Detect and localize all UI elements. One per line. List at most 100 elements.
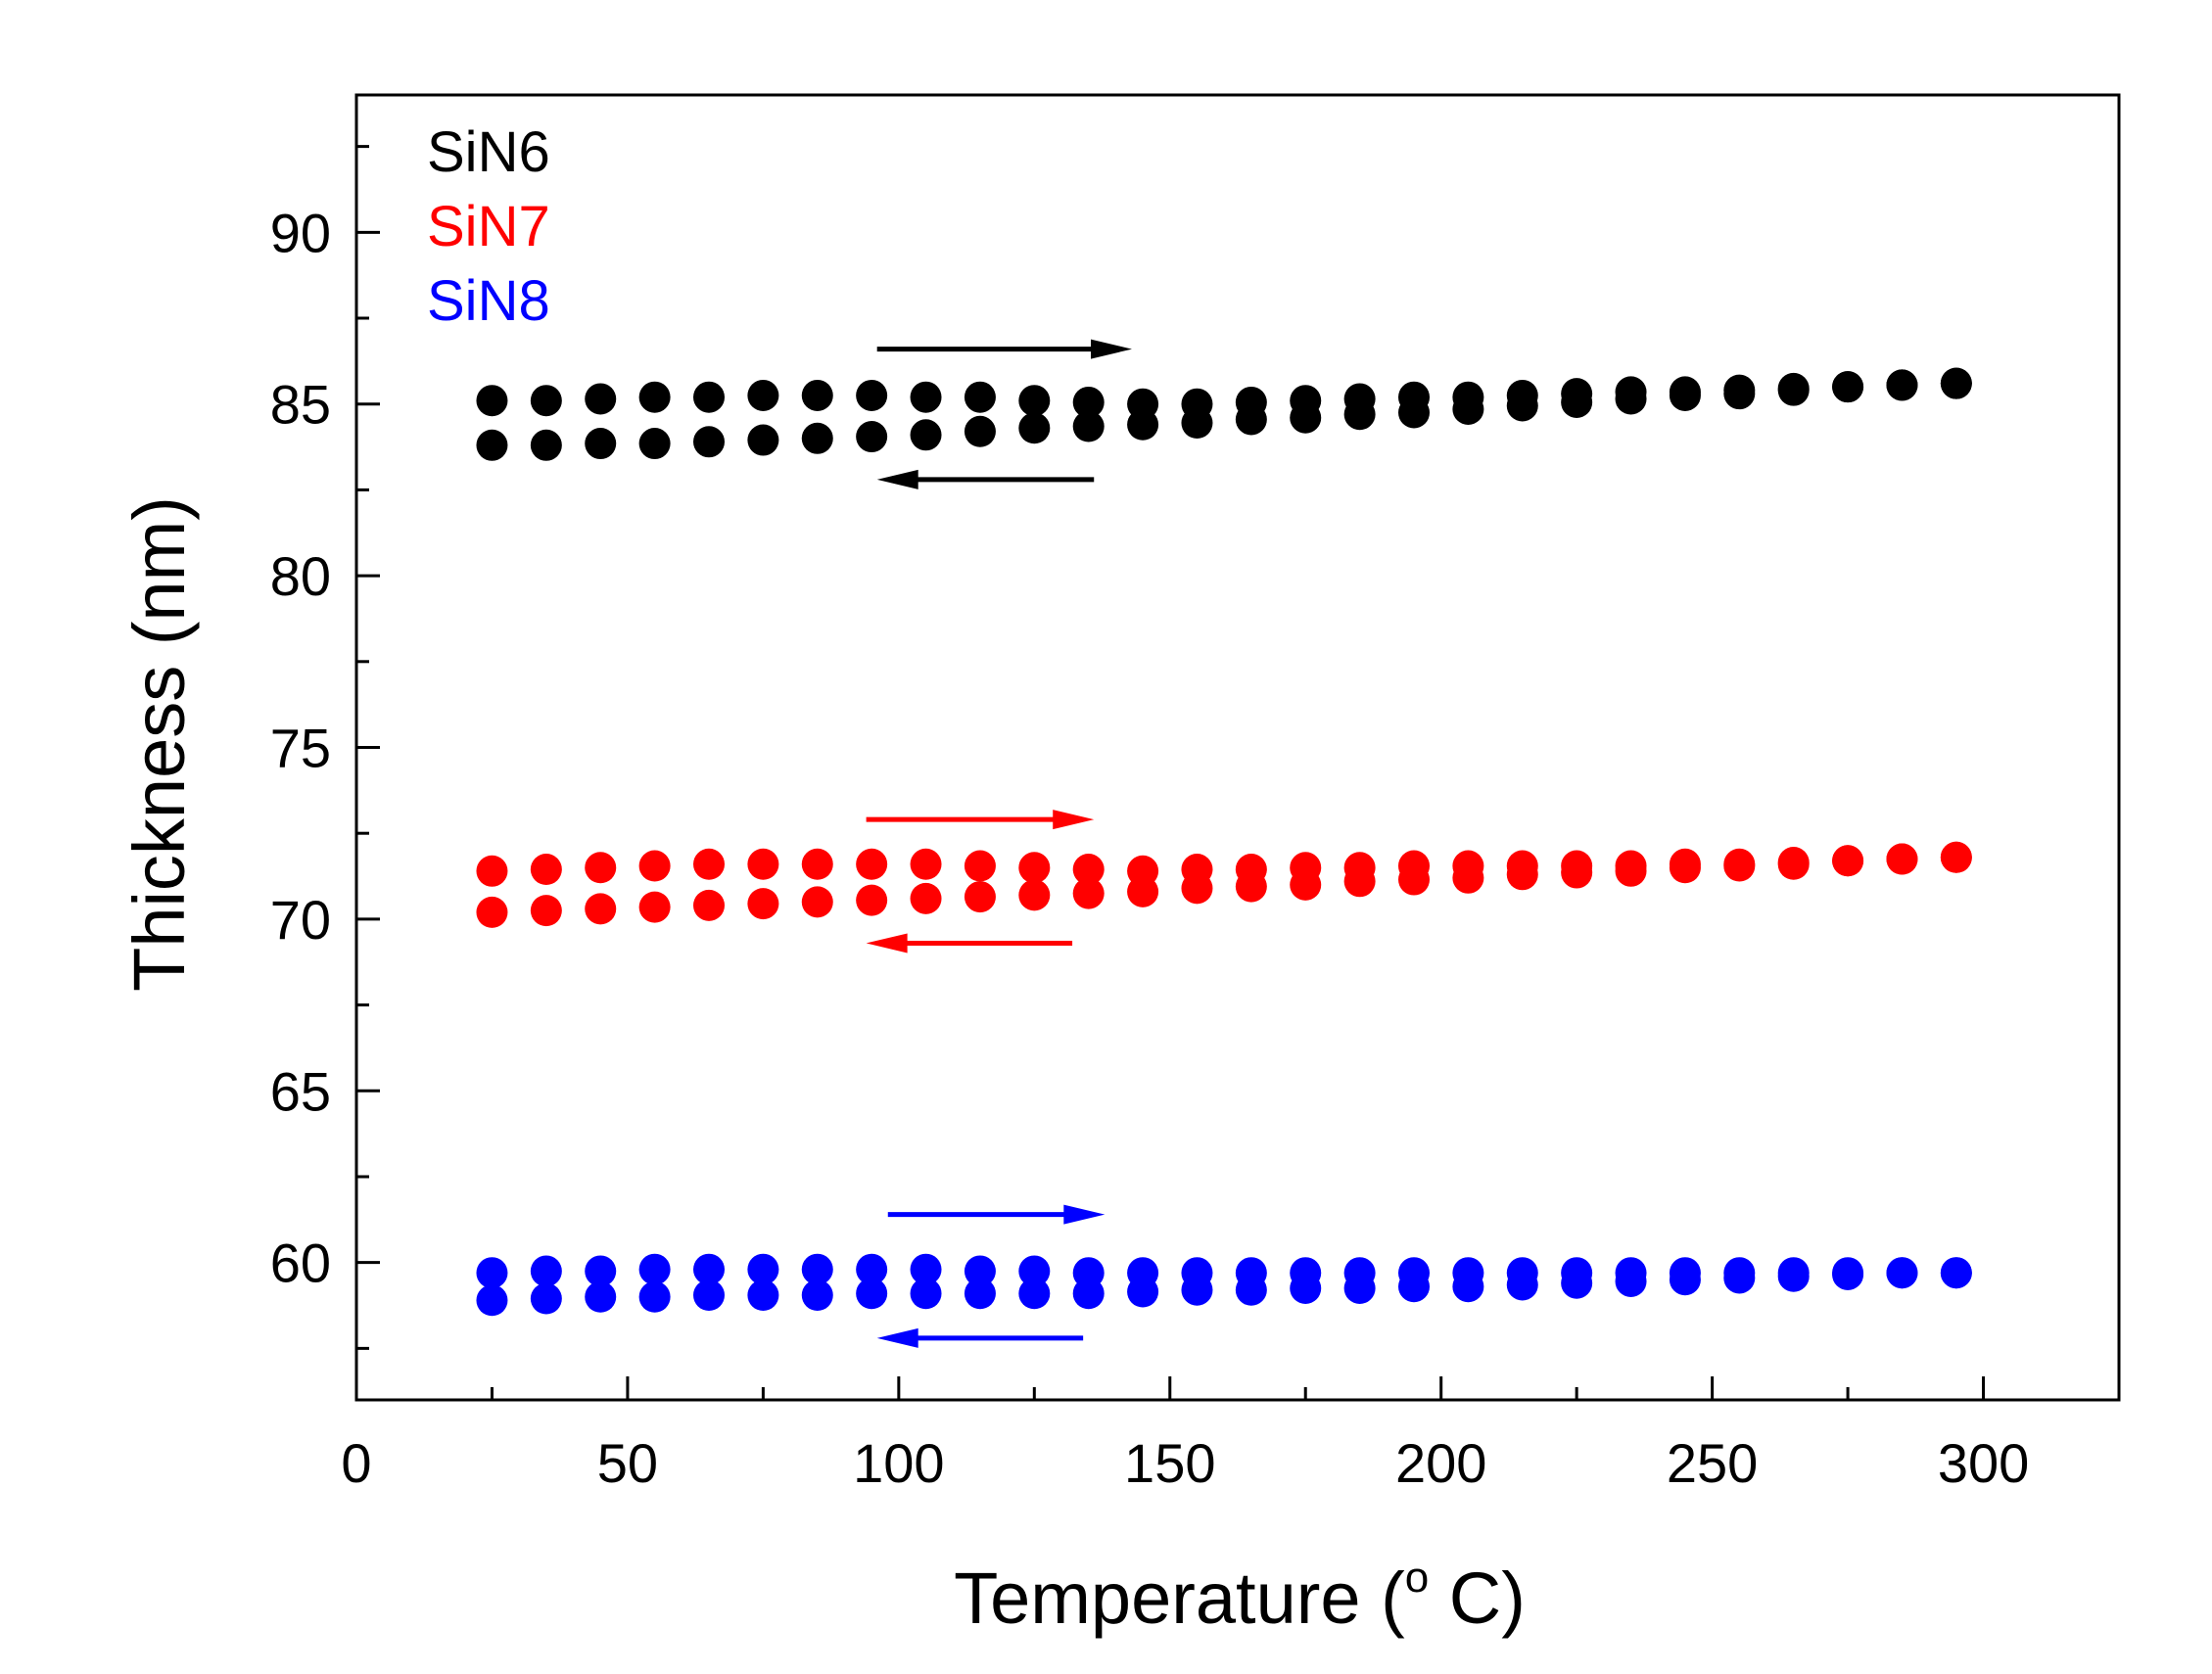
- data-point: [1290, 868, 1322, 901]
- data-point: [1940, 367, 1972, 399]
- data-point: [530, 385, 562, 417]
- data-point: [530, 429, 562, 461]
- data-point: [1018, 879, 1051, 911]
- heating-arrow: [866, 810, 1095, 830]
- data-point: [1072, 386, 1105, 418]
- data-point: [1506, 390, 1538, 422]
- x-axis-title-superscript: o: [1405, 1554, 1429, 1602]
- data-point: [1832, 371, 1864, 403]
- data-point: [638, 1253, 671, 1285]
- data-point: [530, 1255, 562, 1287]
- data-point: [1181, 407, 1213, 440]
- data-point: [1669, 379, 1701, 411]
- data-point: [1777, 1260, 1810, 1292]
- data-point: [530, 854, 562, 886]
- x-axis-title: Temperature (o C): [954, 1554, 1526, 1639]
- data-point: [856, 421, 888, 453]
- data-point: [585, 893, 617, 925]
- data-point: [1072, 877, 1105, 909]
- data-point: [1235, 870, 1267, 903]
- ticks-layer: 0 50 100 150 200 250 300 60 65 70 75 80 85 90: [270, 145, 2029, 1494]
- data-point: [1832, 1258, 1864, 1290]
- cooling-arrow: [876, 469, 1095, 489]
- data-point: [801, 422, 833, 454]
- data-point: [1669, 1264, 1701, 1296]
- heating-arrow: [876, 339, 1132, 359]
- heating-arrow-head: [1063, 1204, 1106, 1225]
- data-point: [585, 1255, 617, 1287]
- x-axis-title-end: C): [1429, 1558, 1526, 1639]
- data-point: [747, 1253, 779, 1285]
- data-point: [476, 1257, 508, 1289]
- data-point: [1561, 857, 1593, 889]
- y-tick-label: 70: [270, 889, 331, 951]
- data-point: [1777, 374, 1810, 406]
- data-point: [964, 1255, 996, 1287]
- data-point: [1886, 843, 1918, 875]
- data-point: [638, 1280, 671, 1313]
- data-point: [638, 850, 671, 882]
- data-point: [1072, 854, 1105, 886]
- data-point: [1886, 1257, 1918, 1289]
- data-point: [1290, 401, 1322, 434]
- data-point: [910, 882, 942, 914]
- data-point: [747, 848, 779, 880]
- data-point: [1127, 875, 1159, 907]
- data-point: [585, 852, 617, 884]
- data-point: [1181, 1274, 1213, 1306]
- data-point: [1018, 1278, 1051, 1310]
- x-axis-title-main: Temperature (: [954, 1558, 1405, 1639]
- data-point: [1072, 1278, 1105, 1310]
- data-point: [1181, 872, 1213, 905]
- data-point: [910, 419, 942, 451]
- data-point: [1018, 852, 1051, 884]
- data-point: [638, 891, 671, 923]
- cooling-arrow-head: [876, 469, 918, 489]
- data-point: [964, 415, 996, 447]
- data-point: [638, 428, 671, 460]
- data-point: [638, 381, 671, 413]
- legend-entry: SiN8: [427, 269, 550, 333]
- data-point: [585, 1280, 617, 1313]
- heating-arrow-head: [1091, 339, 1132, 359]
- data-point: [585, 428, 617, 460]
- data-point: [856, 379, 888, 411]
- data-point: [1723, 850, 1756, 882]
- cooling-arrow-head: [876, 1327, 918, 1348]
- data-point: [801, 886, 833, 918]
- data-point: [530, 1282, 562, 1315]
- data-point: [801, 379, 833, 411]
- x-tick-label: 250: [1667, 1432, 1758, 1494]
- x-tick-label: 50: [597, 1432, 658, 1494]
- data-point: [693, 1279, 725, 1312]
- data-point: [1506, 1269, 1538, 1301]
- data-point: [1127, 1276, 1159, 1308]
- data-point: [747, 1279, 779, 1312]
- data-point: [1832, 845, 1864, 877]
- data-point: [1018, 412, 1051, 444]
- data-point: [910, 1278, 942, 1310]
- cooling-arrow-head: [866, 933, 908, 953]
- data-point: [1235, 1274, 1267, 1306]
- data-point: [1343, 865, 1376, 898]
- data-point: [476, 1284, 508, 1317]
- data-point: [856, 1278, 888, 1310]
- heating-arrow-head: [1053, 810, 1095, 830]
- legend-entry: SiN6: [427, 120, 550, 184]
- x-tick-label: 100: [853, 1432, 944, 1494]
- data-point: [1615, 1265, 1647, 1297]
- data-point: [910, 848, 942, 880]
- data-point: [801, 1279, 833, 1312]
- cooling-arrow: [866, 933, 1073, 953]
- data-point: [476, 855, 508, 887]
- data-point: [1561, 386, 1593, 418]
- legend: SiN6 SiN7 SiN8: [427, 120, 550, 333]
- data-point: [476, 896, 508, 928]
- data-point: [747, 379, 779, 411]
- data-point: [856, 884, 888, 916]
- data-point: [747, 424, 779, 456]
- data-point: [1669, 852, 1701, 884]
- data-point: [910, 381, 942, 413]
- data-point: [1343, 398, 1376, 431]
- arrows-layer: [866, 339, 1132, 1348]
